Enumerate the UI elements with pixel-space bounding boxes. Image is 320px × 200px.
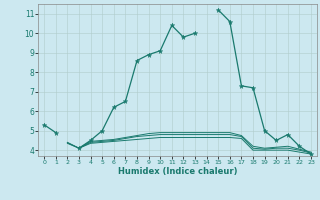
X-axis label: Humidex (Indice chaleur): Humidex (Indice chaleur) [118,167,237,176]
